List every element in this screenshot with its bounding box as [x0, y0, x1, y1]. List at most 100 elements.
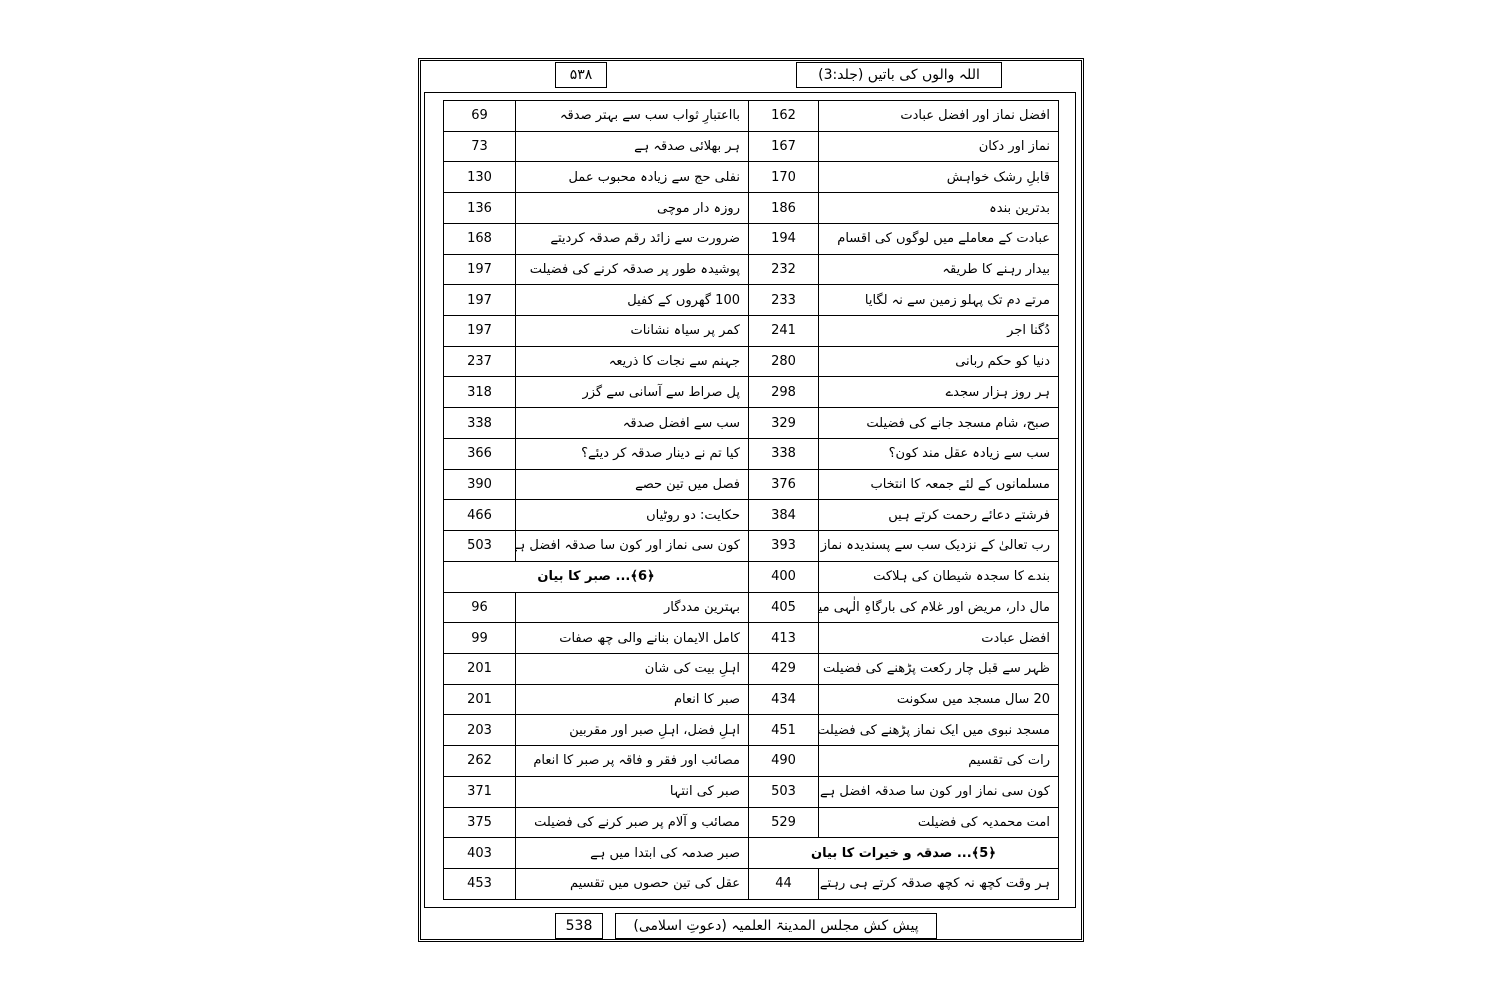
entry-title: جہنم سے نجات کا ذریعہ [515, 345, 749, 378]
index-row: عبادت کے معاملے میں لوگوں کی اقسام 194 ضرو… [443, 222, 1059, 255]
entry-title: فرشتے دعائے رحمت کرتے ہیں [818, 499, 1059, 532]
index-row: رب تعالیٰ کے نزدیک سب سے پسندیدہ نماز 393… [443, 530, 1059, 562]
entry-page: 262 [443, 745, 516, 777]
entry-page: 203 [443, 714, 516, 747]
entry-page: 503 [748, 775, 819, 808]
index-row: ہر روز ہزار سجدے 298 پل صراط سے آسانی سے گ… [443, 376, 1059, 409]
index-row: افضل عبادت 413 کامل الایمان بنانے والی چھ … [443, 622, 1059, 654]
entry-page: 241 [748, 315, 819, 347]
entry-page: 232 [748, 253, 819, 286]
entry-title: افضل نماز اور افضل عبادت [818, 100, 1059, 132]
index-row: قابلِ رشک خواہش 170 نفلی حج سے زیادہ محبوب… [443, 161, 1059, 194]
entry-title: مصائب و آلام پر صبر کرنے کی فضیلت [515, 806, 749, 839]
index-row: سب سے زیادہ عقل مند کون؟ 338 کیا تم نے دین… [443, 437, 1059, 470]
entry-title: ضرورت سے زائد رقم صدقہ کردیتے [515, 222, 749, 255]
entry-title: 20 سال مسجد میں سکونت [818, 683, 1059, 716]
header-page: ۵۳۸ [555, 62, 607, 88]
entry-page: 96 [443, 591, 516, 624]
index-row: کون سی نماز اور کون سا صدقہ افضل ہے 503 صب… [443, 775, 1059, 808]
entry-page: 69 [443, 100, 516, 132]
entry-title: صبر کی انتہا [515, 775, 749, 808]
entry-title: مسجد نبوی میں ایک نماز پڑھنے کی فضیلت [818, 714, 1059, 747]
index-row: ہر وقت کچھ نہ کچھ صدقہ کرتے ہی رہتے 44 عقل… [443, 867, 1059, 901]
entry-title: رب تعالیٰ کے نزدیک سب سے پسندیدہ نماز [818, 530, 1059, 562]
index-row: افضل نماز اور افضل عبادت 162 بااعتبارِ ثوا… [443, 100, 1059, 132]
entry-title: دُگنا اجر [818, 315, 1059, 347]
index-row: بیدار رہنے کا طریقہ 232 پوشیدہ طور پر صدقہ… [443, 253, 1059, 286]
entry-page: 375 [443, 806, 516, 839]
entry-page: 167 [748, 130, 819, 163]
entry-title: بیدار رہنے کا طریقہ [818, 253, 1059, 286]
inner-border [424, 92, 1076, 908]
header-title: اللہ والوں کی باتیں (جلد:3) [796, 62, 1002, 88]
entry-page: 405 [748, 591, 819, 624]
entry-title: بدترین بندہ [818, 192, 1059, 224]
footer-page: 538 [555, 913, 603, 939]
entry-page: 329 [748, 407, 819, 439]
entry-page: 338 [748, 437, 819, 470]
entry-title: مسلمانوں کے لئے جمعہ کا انتخاب [818, 468, 1059, 501]
entry-title: بہترین مددگار [515, 591, 749, 624]
index-row: دُگنا اجر 241 کمر پر سیاہ نشانات 197 [443, 315, 1059, 347]
entry-page: 429 [748, 652, 819, 685]
entry-title: سب سے افضل صدقہ [515, 407, 749, 439]
entry-page: 280 [748, 345, 819, 378]
section-heading: ﴿5﴾... صدقہ و خیرات کا بیان [748, 837, 1059, 869]
entry-title: کمر پر سیاہ نشانات [515, 315, 749, 347]
entry-page: 99 [443, 622, 516, 654]
entry-title: اہلِ فضل، اہلِ صبر اور مقربین [515, 714, 749, 747]
index-row: رات کی تقسیم 490 مصائب اور فقر و فاقہ پر ص… [443, 745, 1059, 777]
section-heading: ﴿6﴾... صبر کا بیان [443, 560, 749, 593]
entry-title: عقل کی تین حصوں میں تقسیم [515, 867, 749, 901]
entry-page: 318 [443, 376, 516, 409]
entry-page: 170 [748, 161, 819, 194]
entry-page: 371 [443, 775, 516, 808]
entry-page: 390 [443, 468, 516, 501]
entry-page: 393 [748, 530, 819, 562]
entry-page: 73 [443, 130, 516, 163]
entry-page: 136 [443, 192, 516, 224]
entry-page: 403 [443, 837, 516, 869]
entry-page: 130 [443, 161, 516, 194]
entry-title: حکایت: دو روٹیاں [515, 499, 749, 532]
entry-page: 490 [748, 745, 819, 777]
index-row: امت محمدیہ کی فضیلت 529 مصائب و آلام پر صب… [443, 806, 1059, 839]
index-row: بدترین بندہ 186 روزہ دار موچی 136 [443, 192, 1059, 224]
entry-title: کامل الایمان بنانے والی چھ صفات [515, 622, 749, 654]
page-border [418, 58, 1084, 942]
index-row: مسلمانوں کے لئے جمعہ کا انتخاب 376 فصل میں… [443, 468, 1059, 501]
entry-title: صبح، شام مسجد جانے کی فضیلت [818, 407, 1059, 439]
entry-page: 338 [443, 407, 516, 439]
index-row: مرتے دم تک پہلو زمین سے نہ لگایا 233 100 گ… [443, 284, 1059, 317]
entry-title: پوشیدہ طور پر صدقہ کرنے کی فضیلت [515, 253, 749, 286]
entry-title: عبادت کے معاملے میں لوگوں کی اقسام [818, 222, 1059, 255]
entry-title: نماز اور دکان [818, 130, 1059, 163]
entry-page: 162 [748, 100, 819, 132]
entry-page: 298 [748, 376, 819, 409]
entry-page: 186 [748, 192, 819, 224]
index-row: مسجد نبوی میں ایک نماز پڑھنے کی فضیلت 451… [443, 714, 1059, 747]
index-row: 20 سال مسجد میں سکونت 434 صبر کا انعام 201 [443, 683, 1059, 716]
entry-page: 197 [443, 284, 516, 317]
entry-page: 197 [443, 315, 516, 347]
entry-title: مصائب اور فقر و فاقہ پر صبر کا انعام [515, 745, 749, 777]
index-row: دنیا کو حکم ربانی 280 جہنم سے نجات کا ذریع… [443, 345, 1059, 378]
entry-title: سب سے زیادہ عقل مند کون؟ [818, 437, 1059, 470]
entry-title: مرتے دم تک پہلو زمین سے نہ لگایا [818, 284, 1059, 317]
entry-title: پل صراط سے آسانی سے گزر [515, 376, 749, 409]
index-row: بندے کا سجدہ شیطان کی ہلاکت 400 ﴿6﴾... صبر… [443, 560, 1059, 593]
entry-page: 194 [748, 222, 819, 255]
entry-title: مال دار، مریض اور غلام کی بارگاہِ الٰہی … [818, 591, 1059, 624]
entry-page: 237 [443, 345, 516, 378]
entry-title: کیا تم نے دینار صدقہ کر دیئے؟ [515, 437, 749, 470]
index-row: فرشتے دعائے رحمت کرتے ہیں 384 حکایت: دو رو… [443, 499, 1059, 532]
entry-title: نفلی حج سے زیادہ محبوب عمل [515, 161, 749, 194]
entry-page: 453 [443, 867, 516, 901]
entry-page: 233 [748, 284, 819, 317]
entry-title: کون سی نماز اور کون سا صدقہ افضل ہے [818, 775, 1059, 808]
entry-page: 168 [443, 222, 516, 255]
index-row: ظہر سے قبل چار رکعت پڑھنے کی فضیلت 429 اہل… [443, 652, 1059, 685]
entry-title: افضل عبادت [818, 622, 1059, 654]
entry-page: 451 [748, 714, 819, 747]
